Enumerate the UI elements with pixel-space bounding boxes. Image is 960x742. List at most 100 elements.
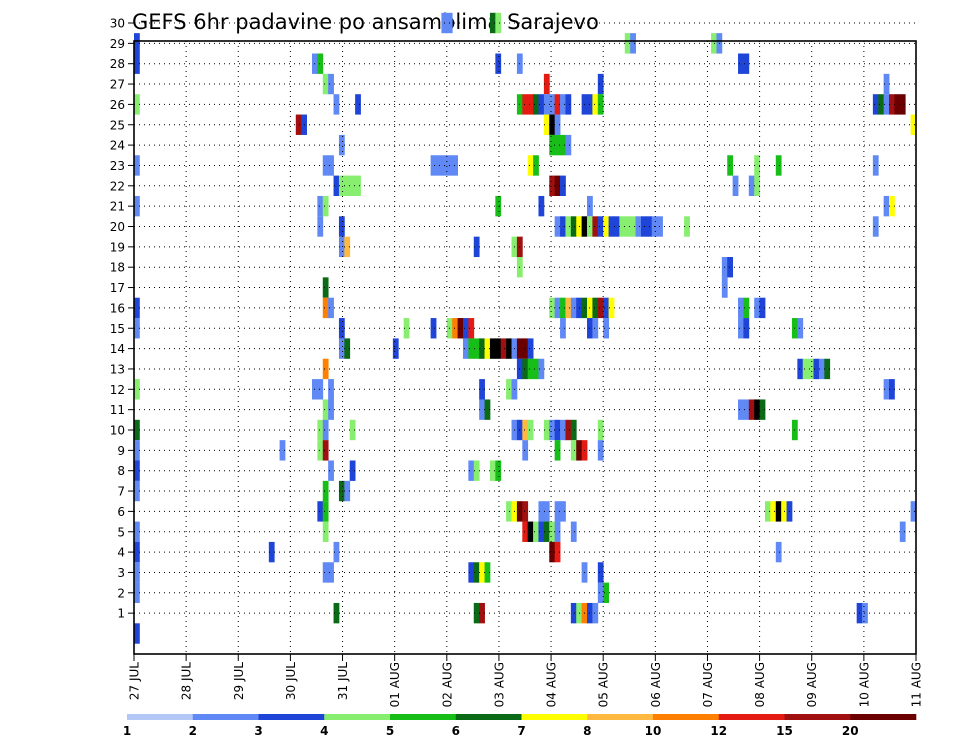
heatmap-cell [495, 195, 502, 217]
y-tick-label: 19 [110, 240, 125, 254]
heatmap-cell [533, 94, 539, 115]
heatmap-cell [538, 358, 545, 380]
heatmap-cell [322, 297, 329, 319]
y-tick-label: 22 [110, 179, 125, 193]
heatmap-cell [479, 338, 485, 359]
heatmap-cell [619, 216, 626, 237]
heatmap-cell [554, 419, 561, 441]
heatmap-cell [743, 297, 750, 319]
heatmap-cell [533, 521, 539, 542]
heatmap-cell [603, 582, 609, 603]
heatmap-cell [392, 338, 399, 359]
heatmap-cell [522, 521, 529, 542]
heatmap-cell [295, 114, 302, 135]
heatmap-cell [759, 297, 766, 319]
heatmap-cell [522, 94, 529, 115]
heatmap-cell [738, 297, 744, 319]
heatmap-cell [549, 134, 556, 156]
heatmap-cell [565, 94, 572, 115]
heatmap-cell [549, 419, 556, 441]
heatmap-cell [479, 399, 485, 420]
y-tick-label: 26 [110, 98, 125, 112]
heatmap-cell [484, 399, 491, 420]
heatmap-cell [355, 94, 361, 115]
heatmap-cell [565, 216, 572, 237]
colorbar-swatch [390, 714, 457, 720]
heatmap-cell [338, 216, 345, 237]
heatmap-cell [754, 297, 760, 319]
heatmap-cell [554, 175, 561, 196]
heatmap-cell [349, 175, 356, 196]
heatmap-cell [430, 318, 437, 339]
heatmap-cell [570, 602, 577, 624]
heatmap-cell [808, 358, 814, 380]
heatmap-cell [134, 562, 140, 583]
heatmap-cell [322, 195, 329, 217]
heatmap-cell [889, 94, 895, 115]
heatmap-cell [554, 134, 561, 156]
heatmap-cell [479, 602, 485, 624]
heatmap-cell [565, 297, 572, 319]
heatmap-cell [565, 134, 572, 156]
heatmap-cell [317, 216, 324, 237]
heatmap-cell [899, 94, 906, 115]
heatmap-cell [317, 195, 324, 217]
heatmap-cell [533, 358, 539, 380]
heatmap-cell [560, 419, 566, 441]
heatmap-cell [657, 216, 663, 237]
colorbar-label: 7 [517, 724, 525, 738]
heatmap-cell [134, 33, 140, 54]
heatmap-cell [322, 399, 329, 420]
heatmap-cell [527, 155, 534, 176]
heatmap-cell [344, 175, 351, 196]
heatmap-cell [560, 216, 566, 237]
heatmap-cell [527, 358, 534, 380]
y-tick-label: 27 [110, 78, 125, 92]
y-tick-label: 9 [117, 444, 125, 458]
heatmap-cell [899, 521, 906, 542]
y-tick-label: 24 [110, 139, 125, 153]
heatmap-cell [322, 155, 329, 176]
heatmap-cell [894, 94, 901, 115]
heatmap-cell [495, 12, 502, 34]
y-tick-label: 15 [110, 322, 125, 336]
y-tick-label: 4 [117, 546, 125, 560]
colorbar-label: 12 [710, 724, 727, 738]
x-tick-label: 31 JUL [336, 662, 350, 700]
heatmap-cell [635, 216, 642, 237]
x-tick-label: 07 AUG [701, 662, 715, 707]
heatmap-cell [338, 175, 345, 196]
heatmap-cell [543, 419, 550, 441]
heatmap-cell [543, 94, 550, 115]
x-tick-label: 02 AUG [440, 662, 454, 707]
heatmap-cell [592, 318, 599, 339]
heatmap-cell [560, 94, 566, 115]
heatmap-cell [727, 257, 734, 278]
heatmap-cell [134, 419, 140, 441]
colorbar-swatch [455, 714, 522, 720]
heatmap-cell [727, 155, 734, 176]
heatmap-cell [473, 338, 480, 359]
heatmap-cell [883, 73, 890, 95]
heatmap-cell [684, 216, 690, 237]
heatmap-cell [333, 602, 340, 624]
heatmap-cell [322, 358, 329, 380]
heatmap-cell [554, 94, 561, 115]
y-tick-label: 7 [117, 485, 125, 499]
heatmap-cell [457, 318, 464, 339]
colorbar-label: 5 [386, 724, 394, 738]
heatmap-cell [613, 216, 620, 237]
heatmap-cell [533, 155, 539, 176]
heatmap-cell [630, 33, 636, 54]
heatmap-cell [322, 73, 329, 95]
heatmap-cell [603, 318, 609, 339]
heatmap-cell [597, 419, 604, 441]
colorbar-label: 8 [583, 724, 591, 738]
heatmap-cell [317, 440, 324, 461]
heatmap-cell [500, 338, 507, 359]
heatmap-cell [570, 440, 577, 461]
heatmap-cell [333, 94, 340, 115]
heatmap-cell [802, 358, 809, 380]
y-tick-label: 29 [110, 37, 125, 51]
colorbar-label: 3 [254, 724, 262, 738]
